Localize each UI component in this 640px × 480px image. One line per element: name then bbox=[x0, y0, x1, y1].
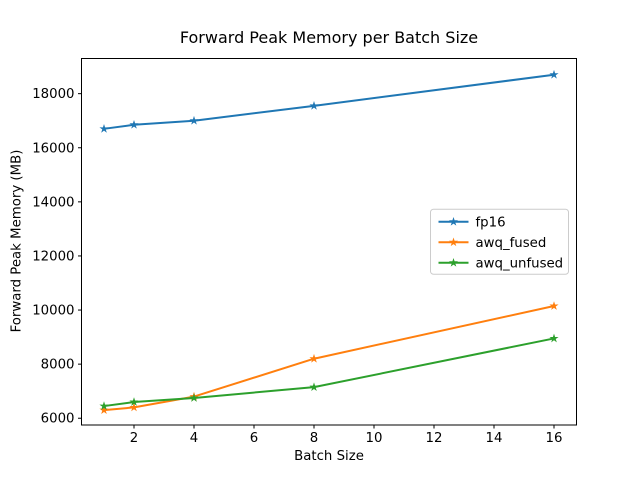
marker-awq_unfused bbox=[99, 401, 109, 410]
marker-fp16 bbox=[309, 101, 319, 110]
series-line-awq_fused bbox=[103, 305, 555, 412]
x-tick-label: 12 bbox=[426, 431, 443, 446]
marker-awq_fused bbox=[129, 402, 139, 412]
legend-box bbox=[430, 208, 569, 275]
legend-label-awq_fused: awq_fused bbox=[476, 236, 547, 251]
marker-awq_unfused bbox=[129, 397, 139, 406]
chart-title: Forward Peak Memory per Batch Size bbox=[179, 28, 479, 47]
marker-awq_fused bbox=[309, 353, 319, 363]
x-axis-label: Batch Size bbox=[294, 449, 364, 464]
x-tick-label: 2 bbox=[130, 431, 138, 446]
marker-fp16 bbox=[129, 119, 139, 129]
marker-awq_unfused bbox=[309, 382, 319, 392]
legend-star-awq_fused bbox=[448, 237, 459, 247]
x-tick-label: 14 bbox=[486, 431, 503, 446]
legend-label-awq_unfused: awq_unfused bbox=[476, 256, 564, 271]
y-tick-label: 12000 bbox=[32, 249, 74, 264]
series-line-fp16 bbox=[103, 73, 555, 130]
x-tick-label: 6 bbox=[250, 431, 258, 446]
marker-fp16 bbox=[99, 124, 109, 133]
y-tick-label: 16000 bbox=[32, 141, 74, 156]
legend-star-awq_unfused bbox=[448, 257, 459, 267]
x-tick-label: 10 bbox=[366, 431, 383, 446]
x-tick-label: 4 bbox=[190, 431, 198, 446]
marker-fp16 bbox=[189, 115, 199, 125]
series-line-awq_unfused bbox=[103, 337, 555, 408]
y-tick-label: 14000 bbox=[32, 195, 74, 210]
marker-fp16 bbox=[549, 69, 559, 79]
legend-label-fp16: fp16 bbox=[476, 215, 506, 230]
x-tick-label: 16 bbox=[546, 431, 563, 446]
x-tick-label: 8 bbox=[310, 431, 318, 446]
legend-star-fp16 bbox=[448, 216, 459, 226]
marker-awq_fused bbox=[549, 301, 559, 310]
marker-awq_unfused bbox=[189, 393, 199, 402]
y-tick-label: 10000 bbox=[32, 304, 74, 319]
marker-awq_unfused bbox=[549, 333, 559, 343]
marker-awq_fused bbox=[99, 405, 109, 415]
y-tick-label: 8000 bbox=[41, 358, 75, 373]
y-axis-label: Forward Peak Memory (MB) bbox=[9, 149, 25, 333]
y-tick-label: 18000 bbox=[32, 87, 74, 102]
y-tick-label: 6000 bbox=[41, 412, 75, 427]
axes-box bbox=[81, 58, 577, 426]
